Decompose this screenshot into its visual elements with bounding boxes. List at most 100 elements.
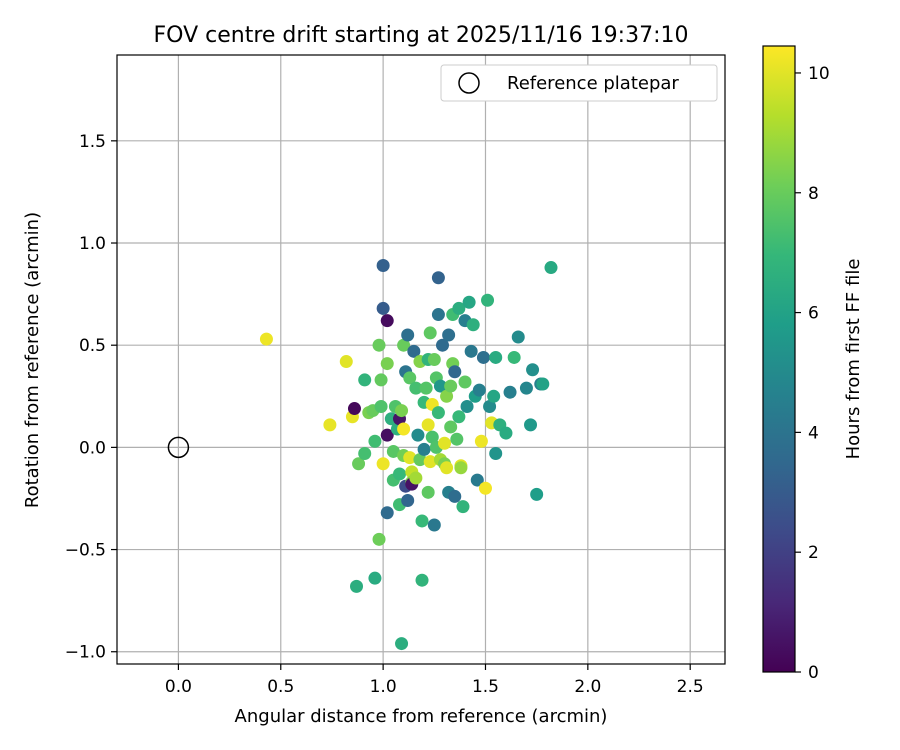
data-point-85 [448,489,462,503]
data-point-74 [438,436,452,450]
data-point-117 [526,363,540,377]
data-points [259,258,558,651]
data-point-90 [454,461,468,475]
data-point-49 [411,428,425,442]
data-point-120 [536,377,550,391]
colorbar-tick-label-1: 2 [808,543,819,563]
data-point-30 [393,467,407,481]
data-point-58 [421,418,435,432]
x-tick-label-0: 0.0 [165,677,192,697]
data-point-12 [368,571,382,585]
data-point-112 [503,385,517,399]
data-point-101 [474,434,488,448]
y-tick-label-0: −1.0 [65,643,106,663]
data-point-113 [507,350,521,364]
x-tick-label-2: 1.0 [370,677,397,697]
legend: Reference platepar [440,64,718,102]
data-point-93 [458,375,472,389]
y-axis-ticks: −1.0 −0.5 0.0 0.5 1.0 1.5 [65,132,117,663]
data-point-96 [464,344,478,358]
data-point-81 [444,379,458,393]
data-point-40 [401,494,415,508]
data-point-47 [409,381,423,395]
data-point-39 [401,328,415,342]
chart-title: FOV centre drift starting at 2025/11/16 … [154,23,689,48]
data-point-48 [409,471,423,485]
data-point-59 [421,485,435,499]
data-point-77 [440,461,454,475]
reference-platepar-marker [167,436,190,459]
data-point-23 [380,506,394,520]
x-tick-label-5: 2.5 [677,677,704,697]
data-point-20 [380,357,394,371]
data-point-60 [423,326,437,340]
data-point-115 [519,381,533,395]
y-tick-label-2: 0.0 [79,438,106,458]
data-point-69 [431,308,445,322]
data-point-78 [442,328,456,342]
colorbar-ticks: 0 2 4 6 8 10 [795,64,830,683]
data-point-13 [372,532,386,546]
data-point-55 [417,442,431,456]
data-point-73 [435,338,449,352]
data-point-65 [427,518,441,532]
data-point-8 [358,373,372,387]
colorbar: 0 2 4 6 8 10 Hours from first FF file [762,45,864,683]
data-point-4 [347,402,361,416]
colorbar-gradient [762,45,796,673]
y-axis-label: Rotation from reference (arcmin) [22,212,43,508]
data-point-103 [478,481,492,495]
data-point-121 [544,261,558,275]
y-tick-label-5: 1.5 [79,132,106,152]
data-point-84 [448,365,462,379]
data-point-116 [524,418,538,432]
data-point-64 [427,353,441,366]
y-tick-label-1: −0.5 [65,541,106,561]
data-point-107 [487,389,501,403]
data-point-95 [462,295,476,309]
data-point-91 [456,500,470,514]
data-point-34 [397,338,411,352]
data-point-99 [470,473,484,487]
data-point-86 [450,432,464,446]
data-point-32 [395,404,409,418]
legend-marker-icon [458,72,480,94]
y-tick-label-3: 0.5 [79,336,106,356]
data-point-6 [350,579,364,593]
data-point-15 [374,400,388,414]
data-point-105 [483,400,497,414]
data-point-109 [489,447,503,461]
legend-box [440,64,718,102]
x-axis-label: Angular distance from reference (arcmin) [235,706,608,727]
data-point-7 [358,447,372,461]
data-point-46 [407,344,421,358]
data-point-118 [530,487,544,501]
data-point-0 [259,332,273,346]
data-point-68 [431,271,445,285]
data-point-100 [472,383,486,397]
data-point-21 [380,314,394,328]
data-point-114 [511,330,525,344]
x-tick-label-4: 2.0 [574,677,601,697]
data-point-1 [323,418,337,432]
data-point-108 [489,350,503,364]
data-point-2 [339,355,353,369]
data-point-80 [444,420,458,434]
data-point-18 [376,258,390,272]
data-point-41 [403,371,417,385]
data-point-72 [433,379,447,393]
data-point-14 [372,338,386,352]
legend-entry-reference-platepar: Reference platepar [507,73,679,94]
data-point-61 [423,455,437,469]
plot-area-frame [116,54,726,665]
colorbar-tick-label-2: 4 [808,423,819,443]
x-axis-ticks: 0.0 0.5 1.0 1.5 2.0 2.5 [165,664,704,697]
data-point-70 [431,406,445,420]
y-tick-label-4: 1.0 [79,234,106,254]
data-point-111 [499,426,513,440]
data-point-94 [460,400,474,414]
data-point-52 [415,514,429,528]
data-point-51 [413,453,427,467]
colorbar-tick-label-5: 10 [808,64,830,84]
